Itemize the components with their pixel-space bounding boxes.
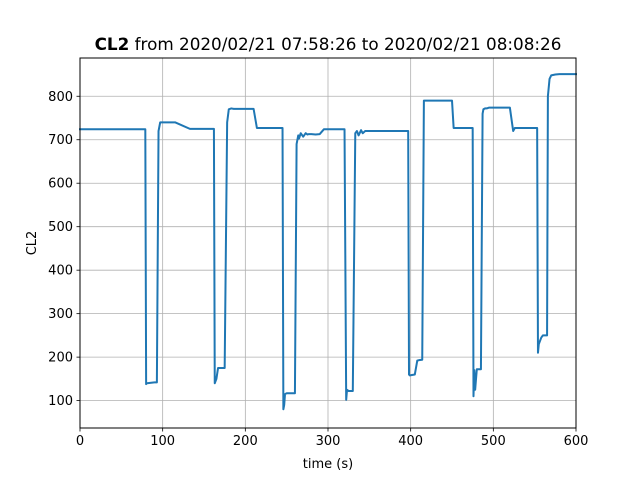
x-axis-label: time (s) bbox=[303, 457, 353, 472]
chart-title-range: from 2020/02/21 07:58:26 to 2020/02/21 0… bbox=[129, 34, 561, 54]
x-tick-label: 600 bbox=[564, 434, 589, 449]
y-tick-label: 200 bbox=[48, 351, 73, 366]
y-tick-label: 800 bbox=[48, 90, 73, 105]
y-tick-label: 500 bbox=[48, 220, 73, 235]
y-tick-label: 100 bbox=[48, 394, 73, 409]
y-tick-label: 700 bbox=[48, 133, 73, 148]
x-axis-ticks: 0 100 200 300 400 500 600 bbox=[76, 428, 589, 449]
x-tick-label: 400 bbox=[398, 434, 423, 449]
x-tick-label: 100 bbox=[150, 434, 175, 449]
chart-title-bold: CL2 bbox=[95, 34, 130, 54]
y-tick-label: 400 bbox=[48, 264, 73, 279]
x-tick-label: 500 bbox=[481, 434, 506, 449]
x-tick-label: 0 bbox=[76, 434, 84, 449]
x-tick-label: 300 bbox=[316, 434, 341, 449]
y-tick-label: 300 bbox=[48, 307, 73, 322]
data-series bbox=[79, 73, 577, 411]
y-axis-ticks: 100 200 300 400 500 600 700 800 bbox=[48, 90, 80, 409]
chart-title: CL2 from 2020/02/21 07:58:26 to 2020/02/… bbox=[95, 34, 562, 54]
y-tick-label: 600 bbox=[48, 177, 73, 192]
y-axis-label: CL2 bbox=[25, 231, 40, 256]
x-tick-label: 200 bbox=[233, 434, 258, 449]
series-line bbox=[79, 73, 577, 411]
grid bbox=[80, 58, 576, 428]
